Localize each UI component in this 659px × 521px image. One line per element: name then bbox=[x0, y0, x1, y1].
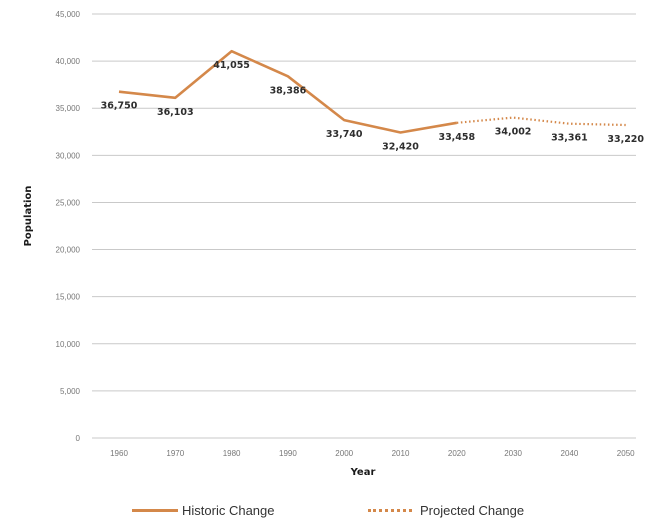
x-tick-label: 2000 bbox=[335, 449, 353, 458]
y-tick-label: 10,000 bbox=[56, 340, 81, 349]
data-labels: 36,750 36,103 41,055 38,386 33,740 32,420 33,4… bbox=[101, 60, 645, 152]
data-label: 36,103 bbox=[157, 107, 194, 118]
x-tick-label: 1960 bbox=[110, 449, 128, 458]
x-tick-label: 1990 bbox=[279, 449, 297, 458]
x-tick-label: 2010 bbox=[392, 449, 410, 458]
legend-dotted-line-icon bbox=[368, 509, 412, 512]
x-tick-label: 2050 bbox=[617, 449, 635, 458]
y-axis-ticks: 0 5,000 10,000 15,000 20,000 25,000 30,000 35,0… bbox=[56, 10, 81, 443]
y-tick-label: 45,000 bbox=[56, 10, 81, 19]
population-line-chart: 0 5,000 10,000 15,000 20,000 25,000 30,000 35,0… bbox=[23, 10, 645, 478]
historic-change-line bbox=[118, 49, 458, 134]
y-tick-label: 5,000 bbox=[60, 387, 81, 396]
x-tick-label: 2020 bbox=[448, 449, 466, 458]
y-tick-label: 40,000 bbox=[56, 57, 81, 66]
x-tick-label: 1970 bbox=[166, 449, 184, 458]
y-tick-label: 30,000 bbox=[56, 151, 81, 160]
legend-label-projected: Projected Change bbox=[420, 503, 525, 518]
y-tick-label: 15,000 bbox=[56, 293, 81, 302]
y-tick-label: 20,000 bbox=[56, 246, 81, 255]
y-tick-label: 25,000 bbox=[56, 198, 81, 207]
x-tick-label: 1980 bbox=[223, 449, 241, 458]
legend-item-historic: Historic Change bbox=[132, 503, 275, 518]
data-label: 33,220 bbox=[607, 134, 644, 145]
projected-change-line bbox=[456, 116, 626, 127]
data-label: 34,002 bbox=[495, 127, 532, 138]
y-tick-label: 35,000 bbox=[56, 104, 81, 113]
legend-item-projected: Projected Change bbox=[368, 503, 524, 518]
data-label: 33,361 bbox=[551, 133, 588, 144]
data-label: 33,740 bbox=[326, 129, 363, 140]
y-axis-title: Population bbox=[23, 186, 34, 247]
x-axis-ticks: 1960 1970 1980 1990 2000 2010 2020 2030 2040 2050 bbox=[110, 449, 635, 458]
x-tick-label: 2030 bbox=[504, 449, 522, 458]
gridlines bbox=[92, 13, 636, 439]
legend-solid-line-icon bbox=[132, 509, 178, 512]
legend-label-historic: Historic Change bbox=[182, 503, 275, 518]
data-label: 36,750 bbox=[101, 101, 138, 112]
data-label: 33,458 bbox=[438, 132, 475, 143]
x-axis-title: Year bbox=[350, 467, 376, 478]
legend: Historic Change Projected Change bbox=[0, 503, 659, 521]
y-tick-label: 0 bbox=[76, 434, 81, 443]
x-tick-label: 2040 bbox=[561, 449, 579, 458]
data-label: 38,386 bbox=[270, 85, 307, 96]
series-lines bbox=[118, 49, 626, 134]
data-label: 32,420 bbox=[382, 142, 419, 153]
data-label: 41,055 bbox=[213, 60, 250, 71]
